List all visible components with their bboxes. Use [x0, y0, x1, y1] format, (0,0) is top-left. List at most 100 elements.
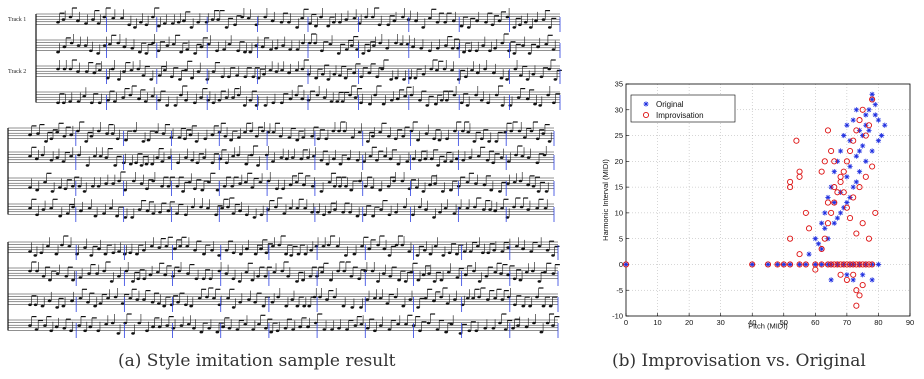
legend-marker — [642, 111, 650, 119]
data-point — [841, 132, 847, 139]
data-point — [856, 261, 863, 268]
data-point — [853, 179, 859, 185]
data-point — [846, 214, 854, 222]
data-point — [831, 199, 838, 206]
data-point — [834, 261, 841, 268]
data-point — [749, 261, 755, 268]
data-point — [853, 127, 860, 134]
y-tick-label: 5 — [619, 234, 623, 243]
y-tick-label: -5 — [616, 286, 623, 295]
data-point — [859, 282, 866, 289]
data-point — [828, 209, 835, 216]
data-point — [837, 178, 844, 186]
data-point — [805, 225, 813, 232]
data-point — [824, 220, 832, 227]
staff-1-0 — [7, 121, 555, 146]
data-point — [774, 261, 781, 268]
data-point — [875, 138, 882, 144]
data-point — [764, 261, 772, 268]
data-point — [825, 236, 831, 242]
data-point — [828, 261, 835, 268]
data-point — [828, 277, 834, 283]
staff-2-3 — [7, 313, 560, 338]
data-point — [812, 261, 818, 268]
series-original — [623, 91, 888, 283]
x-tick-label: 90 — [906, 318, 914, 327]
figure-a-caption: (a) Style imitation sample result — [118, 351, 396, 371]
data-point — [803, 261, 809, 268]
data-point — [847, 163, 853, 170]
staff-2-2 — [7, 287, 559, 312]
data-point — [840, 261, 847, 268]
data-point — [831, 169, 837, 175]
staff-0-0 — [35, 7, 561, 32]
data-point — [815, 241, 822, 247]
data-point — [847, 194, 853, 201]
data-point — [825, 194, 831, 201]
x-tick-label: 20 — [685, 318, 693, 327]
data-point — [875, 261, 882, 268]
data-point — [828, 184, 834, 190]
data-point — [850, 117, 856, 123]
data-point — [837, 261, 844, 268]
data-point — [853, 107, 859, 113]
data-point — [859, 220, 866, 227]
data-point — [802, 261, 809, 268]
data-point — [831, 184, 838, 191]
staff-1-1 — [7, 145, 555, 170]
data-point — [865, 122, 873, 129]
y-tick-label: 10 — [615, 208, 623, 217]
y-tick-label: 35 — [615, 80, 623, 89]
data-point — [869, 261, 875, 268]
data-point — [856, 292, 863, 299]
data-point — [875, 117, 882, 123]
data-point — [765, 261, 771, 268]
data-point — [822, 225, 828, 231]
data-point — [843, 261, 850, 268]
data-point — [850, 261, 857, 268]
data-point — [872, 102, 878, 108]
data-point — [787, 235, 794, 242]
data-point — [850, 271, 857, 278]
track-label-2: Track 2 — [8, 69, 26, 75]
x-axis-label: Pitch (MIDI) — [748, 322, 788, 331]
x-tick-label: 40 — [748, 318, 756, 327]
data-point — [824, 199, 832, 206]
data-point — [796, 261, 803, 268]
data-point — [862, 132, 869, 139]
data-point — [844, 122, 850, 128]
data-point — [787, 184, 794, 191]
track-label-1: Track 1 — [8, 17, 26, 23]
data-point — [828, 261, 834, 268]
staff-0-2 — [35, 59, 562, 84]
data-point — [869, 163, 876, 170]
data-point — [847, 138, 853, 144]
data-point — [834, 158, 841, 164]
x-tick-label: 10 — [653, 318, 661, 327]
data-point — [796, 261, 803, 268]
staff-0-1 — [35, 33, 561, 58]
data-point — [834, 189, 841, 196]
data-point — [834, 261, 841, 268]
data-point — [853, 261, 860, 268]
data-point — [787, 178, 794, 186]
staff-1-2 — [7, 171, 555, 196]
data-point — [850, 194, 857, 201]
data-point — [879, 132, 885, 139]
data-point — [812, 266, 819, 273]
staff-0-3 — [35, 85, 561, 110]
y-tick-label: -10 — [612, 312, 623, 321]
data-point — [856, 261, 863, 268]
data-point — [822, 210, 828, 216]
data-point — [862, 261, 869, 268]
legend-marker — [643, 101, 649, 107]
data-point — [844, 272, 850, 278]
staff-2-0 — [7, 235, 560, 260]
data-point — [841, 261, 847, 268]
data-point — [843, 158, 850, 165]
data-point — [856, 148, 863, 154]
data-point — [865, 261, 873, 268]
x-tick-label: 30 — [716, 318, 724, 327]
data-point — [819, 246, 825, 252]
data-point — [869, 96, 875, 103]
